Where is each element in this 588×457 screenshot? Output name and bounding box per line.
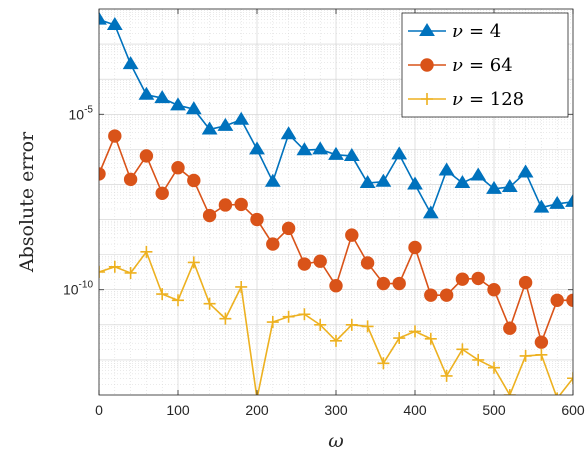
series-2-point: [172, 162, 184, 174]
series-2-point: [456, 273, 468, 285]
series-2-point: [203, 209, 215, 221]
series-2-point: [409, 241, 421, 253]
series-2-point: [235, 198, 247, 210]
series-2-point: [519, 276, 531, 288]
x-tick-label: 100: [166, 402, 190, 418]
series-2-point: [330, 280, 342, 292]
series-2-point: [267, 238, 279, 250]
series-2-point: [488, 284, 500, 296]
series-2-point: [377, 277, 389, 289]
series-2-point: [219, 199, 231, 211]
series-2-point: [282, 222, 294, 234]
series-2-point: [393, 277, 405, 289]
series-2-point: [425, 289, 437, 301]
y-axis-label: Absolute error: [16, 131, 38, 273]
series-2-point: [472, 272, 484, 284]
series-2-point: [124, 173, 136, 185]
series-2-point: [346, 229, 358, 241]
series-2-point: [156, 187, 168, 199]
legend-swatch-marker: [421, 59, 433, 71]
series-2-point: [109, 130, 121, 142]
x-tick-label: 200: [245, 402, 269, 418]
y-tick-label: 10-10: [63, 280, 93, 298]
series-2-point: [251, 213, 263, 225]
legend: ν = 4 ν = 64 ν = 128: [402, 13, 568, 117]
legend-label: ν = 128: [452, 89, 524, 110]
x-tick-label: 0: [95, 402, 103, 418]
y-tick-label: 10-5: [69, 104, 94, 122]
series-2-point: [535, 336, 547, 348]
legend-label: ν = 64: [452, 55, 513, 76]
x-tick-label: 300: [324, 402, 348, 418]
x-tick-label: 400: [403, 402, 427, 418]
x-axis-label: ω: [328, 430, 344, 452]
series-2-point: [504, 322, 516, 334]
legend-label: ν = 4: [452, 21, 501, 42]
series-2-point: [551, 294, 563, 306]
series-2-point: [298, 258, 310, 270]
series-2-point: [188, 174, 200, 186]
x-tick-label: 500: [482, 402, 506, 418]
series-2-point: [361, 257, 373, 269]
series-2-point: [140, 150, 152, 162]
series-2-point: [440, 289, 452, 301]
x-tick-label: 600: [561, 402, 585, 418]
series-2-point: [314, 255, 326, 267]
